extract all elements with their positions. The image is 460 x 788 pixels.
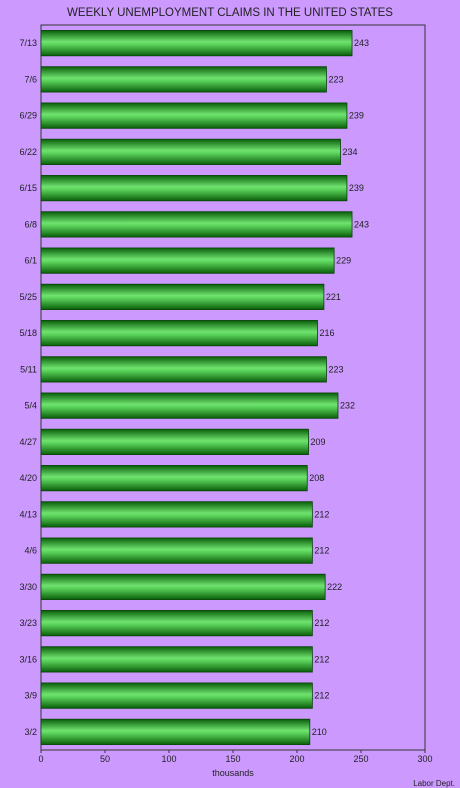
bar bbox=[40, 138, 341, 165]
category-label: 7/13 bbox=[19, 38, 37, 48]
category-label: 4/13 bbox=[19, 509, 37, 519]
x-tick-label: 100 bbox=[161, 754, 176, 764]
category-label: 3/2 bbox=[24, 727, 37, 737]
bar bbox=[40, 356, 327, 383]
x-tick-label: 200 bbox=[289, 754, 304, 764]
data-label: 239 bbox=[349, 183, 364, 193]
category-label: 6/15 bbox=[19, 183, 37, 193]
category-label: 4/27 bbox=[19, 437, 37, 447]
bar bbox=[40, 465, 308, 492]
data-label: 209 bbox=[311, 437, 326, 447]
bars-layer: 243 223 239 234 239 243 229 221 216 223 232 209 208 2… bbox=[40, 30, 369, 745]
bar bbox=[40, 30, 353, 57]
bar bbox=[40, 175, 348, 202]
bar bbox=[40, 646, 313, 673]
category-label: 6/8 bbox=[24, 219, 37, 229]
data-label: 239 bbox=[349, 111, 364, 121]
data-label: 212 bbox=[314, 618, 329, 628]
data-label: 243 bbox=[354, 219, 369, 229]
plot-area bbox=[40, 24, 426, 751]
chart-title: WEEKLY UNEMPLOYMENT CLAIMS IN THE UNITED… bbox=[67, 7, 393, 19]
data-label: 212 bbox=[314, 654, 329, 664]
bar bbox=[40, 537, 313, 564]
bar bbox=[40, 66, 327, 93]
bar bbox=[40, 718, 311, 745]
bar bbox=[40, 283, 325, 310]
bar bbox=[40, 682, 313, 709]
category-labels: 7/13 7/6 6/29 6/22 6/15 6/8 6/1 5/25 5/18 5/11 5/4… bbox=[19, 38, 37, 737]
x-tick-label: 250 bbox=[353, 754, 368, 764]
data-label: 234 bbox=[343, 147, 358, 157]
category-label: 4/20 bbox=[19, 473, 37, 483]
data-label: 212 bbox=[314, 546, 329, 556]
data-label: 229 bbox=[336, 256, 351, 266]
bar bbox=[40, 610, 313, 637]
bar bbox=[40, 320, 318, 347]
bar bbox=[40, 247, 335, 274]
data-label: 208 bbox=[309, 473, 324, 483]
x-tick-label: 0 bbox=[38, 754, 43, 764]
category-label: 5/18 bbox=[19, 328, 37, 338]
category-label: 5/25 bbox=[19, 292, 37, 302]
bar bbox=[40, 501, 313, 528]
source-note: Labor Dept. bbox=[413, 779, 455, 788]
data-label: 216 bbox=[319, 328, 334, 338]
x-tick-label: 50 bbox=[100, 754, 110, 764]
category-label: 6/1 bbox=[24, 256, 37, 266]
category-label: 3/9 bbox=[24, 691, 37, 701]
category-label: 5/4 bbox=[24, 401, 37, 411]
data-label: 210 bbox=[312, 727, 327, 737]
data-label: 223 bbox=[328, 74, 343, 84]
data-label: 243 bbox=[354, 38, 369, 48]
x-axis-label: thousands bbox=[212, 768, 254, 778]
category-label: 6/22 bbox=[19, 147, 37, 157]
data-label: 221 bbox=[326, 292, 341, 302]
data-label: 232 bbox=[340, 401, 355, 411]
x-axis-ticks: 0 50 100 150 200 250 300 bbox=[38, 750, 433, 764]
bar bbox=[40, 573, 326, 600]
category-label: 6/29 bbox=[19, 111, 37, 121]
category-label: 5/11 bbox=[20, 364, 37, 374]
category-label: 7/6 bbox=[24, 74, 37, 84]
data-label: 222 bbox=[327, 582, 342, 592]
category-label: 3/30 bbox=[19, 582, 37, 592]
data-label: 223 bbox=[328, 364, 343, 374]
data-label: 212 bbox=[314, 691, 329, 701]
x-tick-label: 300 bbox=[417, 754, 432, 764]
category-label: 3/16 bbox=[19, 654, 37, 664]
data-label: 212 bbox=[314, 509, 329, 519]
bar bbox=[40, 102, 348, 129]
category-label: 4/6 bbox=[24, 546, 37, 556]
bar bbox=[40, 392, 339, 419]
bar bbox=[40, 428, 309, 455]
category-label: 3/23 bbox=[19, 618, 37, 628]
bar bbox=[40, 211, 353, 238]
x-tick-label: 150 bbox=[225, 754, 240, 764]
